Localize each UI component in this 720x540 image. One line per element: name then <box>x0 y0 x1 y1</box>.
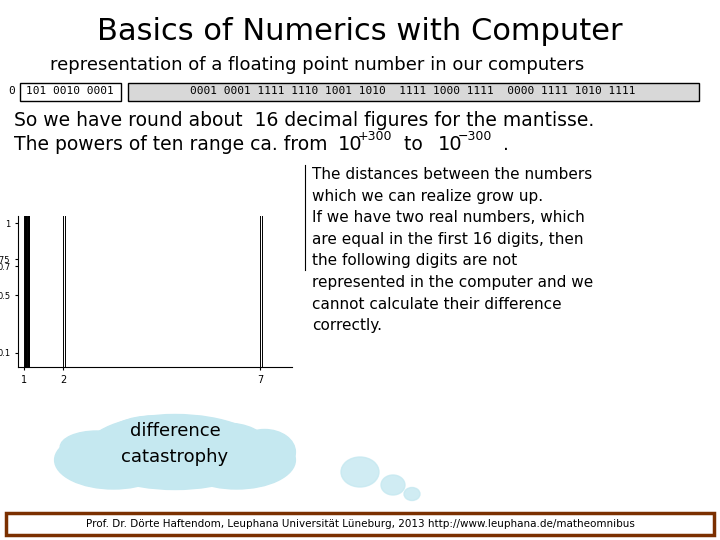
FancyBboxPatch shape <box>19 83 120 100</box>
Ellipse shape <box>60 431 133 463</box>
Ellipse shape <box>404 488 420 501</box>
Ellipse shape <box>84 415 266 489</box>
Text: The distances between the numbers
which we can realize grow up.
If we have two r: The distances between the numbers which … <box>312 167 593 333</box>
Text: to: to <box>398 136 428 154</box>
Text: −300: −300 <box>458 131 492 144</box>
Text: 10: 10 <box>338 136 363 154</box>
Text: Basics of Numerics with Computer: Basics of Numerics with Computer <box>97 17 623 46</box>
Text: representation of a floating point number in our computers: representation of a floating point numbe… <box>50 56 584 74</box>
Text: So we have round about  16 decimal figures for the mantisse.: So we have round about 16 decimal figure… <box>14 111 594 130</box>
Text: The powers of ten range ca. from: The powers of ten range ca. from <box>14 136 340 154</box>
Text: 0001 0001 1111 1110 1001 1010  1111 1000 1111  0000 1111 1010 1111: 0001 0001 1111 1110 1001 1010 1111 1000 … <box>190 86 636 97</box>
Text: 10: 10 <box>438 136 463 154</box>
Text: .: . <box>503 136 509 154</box>
Text: 0: 0 <box>9 86 15 96</box>
Ellipse shape <box>381 475 405 495</box>
Text: +300: +300 <box>358 131 392 144</box>
Ellipse shape <box>341 457 379 487</box>
Text: Prof. Dr. Dörte Haftendom, Leuphana Universität Lüneburg, 2013 http://www.leupha: Prof. Dr. Dörte Haftendom, Leuphana Univ… <box>86 519 634 529</box>
FancyBboxPatch shape <box>127 83 698 100</box>
Text: difference
catastrophy: difference catastrophy <box>122 422 228 465</box>
Ellipse shape <box>234 429 295 475</box>
FancyBboxPatch shape <box>6 513 714 535</box>
Ellipse shape <box>55 431 172 489</box>
Ellipse shape <box>178 431 295 489</box>
Ellipse shape <box>186 423 265 461</box>
Ellipse shape <box>108 416 197 458</box>
Text: 101 0010 0001: 101 0010 0001 <box>26 86 114 97</box>
